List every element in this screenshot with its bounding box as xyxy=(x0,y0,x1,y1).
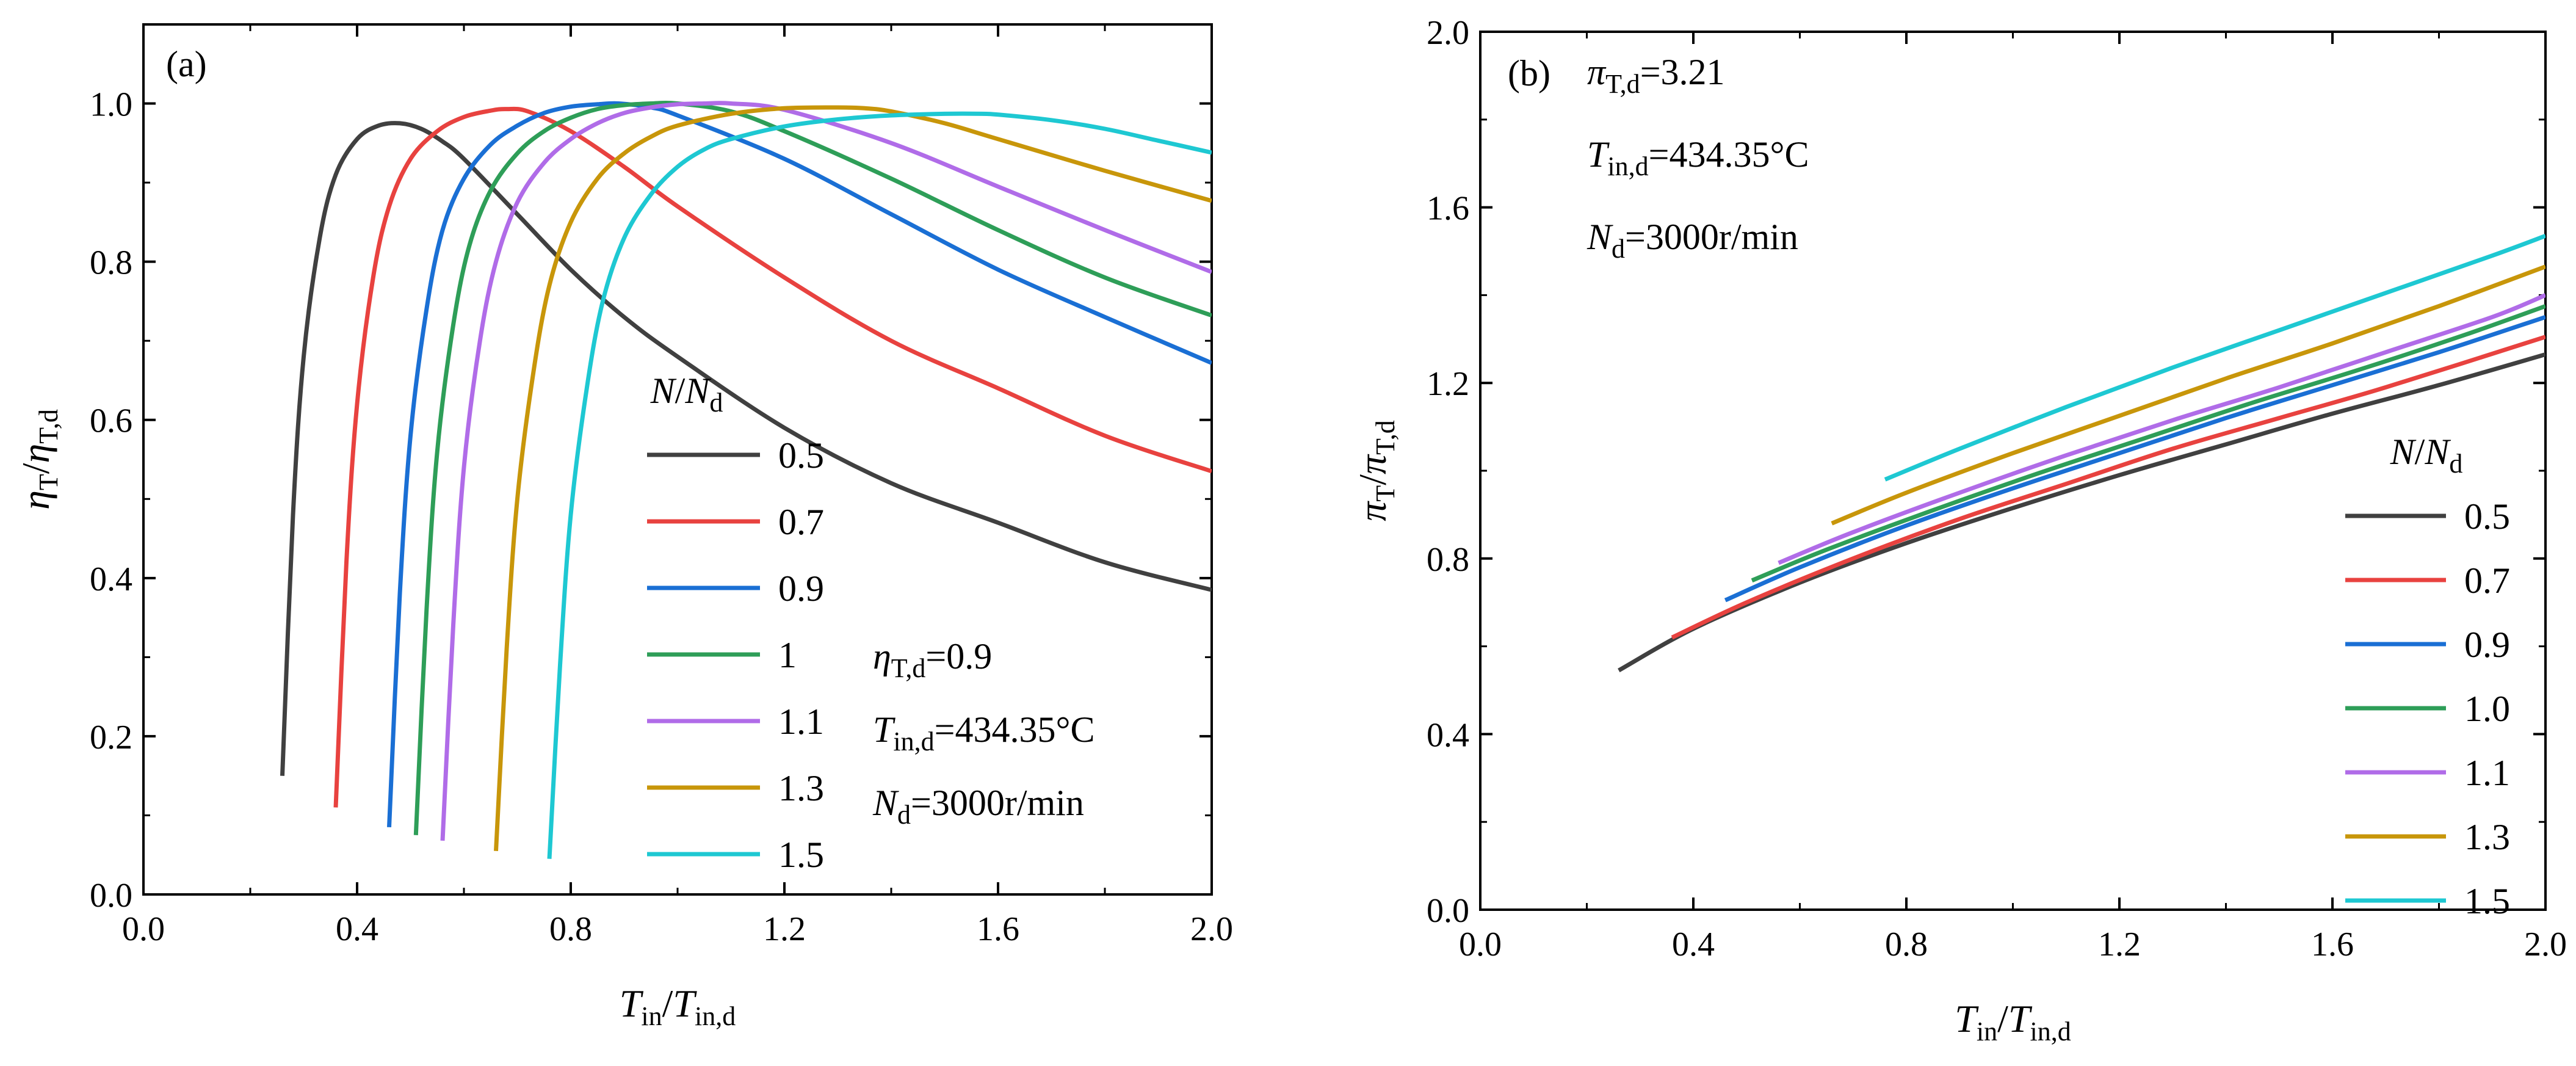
series-line-1.3 xyxy=(1831,264,2545,526)
y-tick-label: 0.8 xyxy=(90,244,132,282)
legend-label: 0.9 xyxy=(778,568,824,609)
legend-label: 0.7 xyxy=(2464,560,2510,601)
x-tick-label: 0.8 xyxy=(549,910,592,948)
annotation: Tin,d=434.35°C xyxy=(873,709,1094,756)
series-line-1.0 xyxy=(1751,304,2545,583)
x-tick-label: 0.0 xyxy=(122,910,165,948)
series-line-0.5 xyxy=(280,121,1212,776)
x-tick-label: 2.0 xyxy=(1190,910,1233,948)
x-tick-label: 1.6 xyxy=(977,910,1019,948)
y-tick-label: 0.0 xyxy=(1427,892,1469,930)
legend-label: 1.5 xyxy=(2464,881,2510,921)
x-tick-label: 0.0 xyxy=(1459,926,1502,963)
legend-label: 1.0 xyxy=(2464,689,2510,729)
y-tick-label: 0.4 xyxy=(1427,716,1469,754)
legend-label: 1.1 xyxy=(778,702,824,742)
x-tick-label: 1.2 xyxy=(763,910,806,948)
series-line-0.9 xyxy=(1724,314,2545,603)
x-tick-label: 1.6 xyxy=(2311,926,2354,963)
legend: N/Nd 0.5 0.7 0.9 1 1.1 1.3 1.5 xyxy=(647,371,824,875)
y-tick-label: 0.8 xyxy=(1427,541,1469,579)
legend-label: 1.1 xyxy=(2464,753,2510,793)
annotation: πT,d=3.21 xyxy=(1587,52,1725,99)
series-line-0.7 xyxy=(333,106,1212,808)
legend-label: 0.5 xyxy=(778,435,824,476)
annotation: ηT,d=0.9 xyxy=(873,636,992,683)
y-tick-label: 1.2 xyxy=(1427,365,1469,403)
annotation: Nd=3000r/min xyxy=(1586,217,1798,264)
annotation: Tin,d=434.35°C xyxy=(1587,134,1809,181)
x-tick-label: 0.4 xyxy=(1672,926,1715,963)
x-axis-title: Tin/Tin,d xyxy=(1955,997,2071,1046)
x-tick-label: 0.4 xyxy=(336,910,378,948)
y-tick-label: 1.6 xyxy=(1427,190,1469,228)
y-tick-label: 1.0 xyxy=(90,86,132,124)
x-tick-label: 1.2 xyxy=(2098,926,2141,963)
panel-label: (b) xyxy=(1508,53,1550,93)
y-tick-label: 0.0 xyxy=(90,877,132,915)
panel-b: 0.0 0.4 0.8 1.2 1.6 2.0 0.0 0.4 0.8 1.2 1.6 2.0 Tin/… xyxy=(1351,14,2567,1046)
legend-label: 0.9 xyxy=(2464,625,2510,665)
series-line-1.5 xyxy=(547,111,1212,859)
legend-title: N/Nd xyxy=(2390,432,2463,479)
series-line-1.3 xyxy=(494,105,1212,851)
series-line-1 xyxy=(413,100,1212,835)
legend: N/Nd0.5 0.7 0.9 1.0 1.1 1.3 1.5 xyxy=(2345,432,2510,921)
y-axis-title: πT/πT,d xyxy=(1351,420,1400,521)
series-line-1.5 xyxy=(1884,234,2545,482)
series-line-1.1 xyxy=(1778,293,2545,565)
x-tick-label: 2.0 xyxy=(2524,926,2567,963)
panel-label: (a) xyxy=(166,44,207,84)
annotation: Nd=3000r/min xyxy=(872,783,1084,830)
y-tick-label: 0.2 xyxy=(90,719,132,756)
y-tick-label: 2.0 xyxy=(1427,14,1469,52)
panel-a: 0.0 0.4 0.8 1.2 1.6 2.0 0.0 0.2 0.4 0.6 0.8 1.0 Tin/… xyxy=(14,23,1233,1031)
y-tick-label: 0.4 xyxy=(90,560,132,598)
legend-label: 1.3 xyxy=(778,768,824,808)
y-tick-label: 0.6 xyxy=(90,402,132,440)
legend-label: 1.3 xyxy=(2464,817,2510,857)
x-tick-label: 0.8 xyxy=(1885,926,1928,963)
legend-label: 1.5 xyxy=(778,835,824,875)
legend-label: 0.5 xyxy=(2464,496,2510,537)
series-line-0.9 xyxy=(387,101,1212,828)
legend-label: 1 xyxy=(778,635,797,675)
series-line-0.7 xyxy=(1671,335,2545,640)
legend-label: 0.7 xyxy=(778,502,824,542)
x-axis-title: Tin/Tin,d xyxy=(620,982,736,1031)
legend-title: N/Nd xyxy=(650,371,723,418)
series-line-1.1 xyxy=(440,101,1212,841)
series-line-0.5 xyxy=(1618,352,2545,673)
y-axis-title: ηT/ηT,d xyxy=(14,409,63,510)
